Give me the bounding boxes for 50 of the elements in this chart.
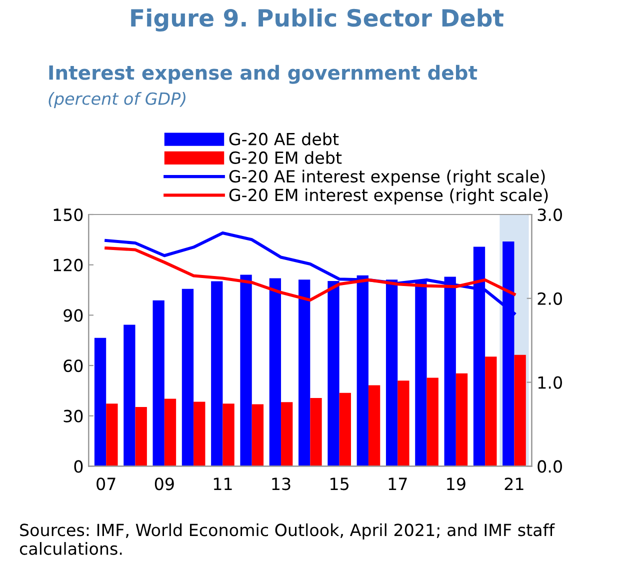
y2-tick-label: 2.0 [538, 292, 562, 305]
x-tick-label: 13 [272, 478, 290, 490]
legend-label: G-20 AE interest expense (right scale) [229, 170, 545, 186]
bar [368, 385, 380, 466]
bar [211, 281, 223, 466]
bar [194, 402, 206, 466]
legend-label: G-20 EM interest expense (right scale) [229, 188, 548, 204]
legend-label: G-20 AE debt [229, 132, 339, 146]
bar [298, 280, 310, 466]
bar [164, 398, 176, 466]
text: (percent of GDP) [48, 92, 186, 108]
x-tick-label: 07 [96, 478, 116, 490]
bar [135, 406, 147, 466]
bar [398, 380, 410, 466]
bar [182, 288, 194, 466]
y-tick-label: 60 [64, 359, 83, 372]
source-note: Sources: IMF, World Economic Outlook, April 2021; and IMF staff calculations. [20, 523, 555, 555]
x-tick-label: 19 [447, 478, 466, 490]
bar [252, 404, 264, 466]
y2-tick-label: 0.0 [538, 460, 562, 473]
y-tick-label: 0 [74, 460, 83, 473]
bar [106, 404, 118, 466]
x-tick-label: 09 [154, 478, 174, 490]
bar [269, 278, 282, 466]
chart-title: Figure 9. Public Sector Debt [131, 8, 504, 32]
bar [240, 274, 252, 466]
y-tick-label: 120 [54, 258, 83, 272]
bar [339, 392, 351, 466]
bar [426, 378, 438, 466]
bar [124, 324, 136, 466]
bar [310, 398, 322, 466]
y-tick-label: 30 [64, 410, 83, 422]
bar [94, 338, 106, 466]
bar [281, 402, 293, 466]
x-tick-label: 15 [330, 478, 348, 490]
bar [222, 404, 234, 466]
bar [456, 373, 468, 466]
y-tick-label: 90 [64, 309, 83, 322]
x-tick-label: 21 [504, 478, 524, 490]
chart-subtitle: Interest expense and government debt [49, 64, 478, 84]
bar [485, 356, 497, 466]
legend-label: G-20 EM debt [229, 151, 342, 164]
bar [152, 300, 164, 466]
y2-tick-label: 3.0 [538, 208, 562, 222]
y2-tick-label: 1.0 [538, 376, 562, 389]
line-series [104, 246, 516, 302]
x-tick-label: 17 [388, 478, 407, 490]
y-tick-label: 150 [54, 208, 83, 222]
x-tick-label: 11 [214, 478, 232, 490]
bar [514, 354, 526, 466]
